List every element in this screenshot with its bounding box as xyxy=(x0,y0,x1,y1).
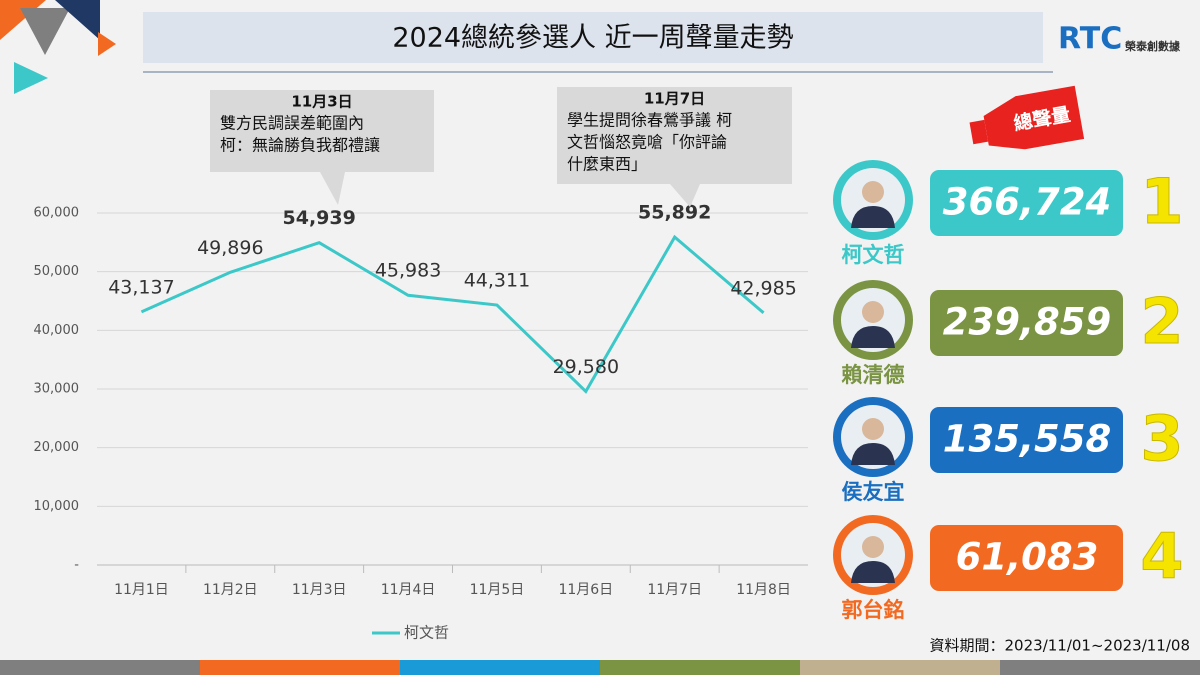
callout-text: 什麼東西」 xyxy=(567,155,647,174)
callout xyxy=(557,87,792,184)
data-label: 43,137 xyxy=(108,276,174,298)
stripe xyxy=(200,660,400,675)
x-tick-label: 11月2日 xyxy=(203,582,258,598)
y-tick-label: 10,000 xyxy=(34,499,80,514)
x-tick-label: 11月6日 xyxy=(558,582,613,598)
total: 135,558 xyxy=(943,418,1112,461)
title-box xyxy=(143,12,1043,63)
callout-text: 雙方民調誤差範圍內 xyxy=(220,114,364,133)
data-label: 49,896 xyxy=(197,237,263,259)
callout-pointer xyxy=(320,172,345,205)
avatar-head xyxy=(862,536,884,558)
x-tick-label: 11月8日 xyxy=(736,582,791,598)
avatar-body xyxy=(851,206,895,228)
y-tick-label: 40,000 xyxy=(34,323,80,338)
x-tick-label: 11月5日 xyxy=(470,582,525,598)
avatar-head xyxy=(862,301,884,323)
candidate-name: 柯文哲 xyxy=(842,243,905,267)
candidate-name: 賴清德 xyxy=(842,363,905,387)
rank: 1 xyxy=(1140,165,1183,238)
total: 366,724 xyxy=(943,181,1112,224)
logo-sub: 榮泰創數據 xyxy=(1125,39,1181,53)
total: 239,859 xyxy=(943,301,1112,344)
avatar-head xyxy=(862,181,884,203)
callout xyxy=(210,90,434,172)
avatar-body xyxy=(851,326,895,348)
y-tick-label: 50,000 xyxy=(34,264,80,279)
data-label: 44,311 xyxy=(464,270,530,292)
total-box xyxy=(930,170,1123,236)
y-tick-label: 60,000 xyxy=(34,206,80,221)
deco xyxy=(55,0,100,40)
y-tick-label: - xyxy=(74,558,79,573)
x-tick-label: 11月7日 xyxy=(647,582,702,598)
logo: RTC xyxy=(1058,22,1122,57)
rank: 2 xyxy=(1140,285,1183,358)
callout-text: 學生提問徐春鶯爭議 柯 xyxy=(567,111,732,130)
line xyxy=(140,234,765,394)
legend-label: 柯文哲 xyxy=(404,624,449,642)
total: 61,083 xyxy=(956,536,1099,579)
megaphone: 總聲量 xyxy=(969,85,1085,150)
callout-date: 11月3日 xyxy=(291,93,352,111)
avatar-body xyxy=(851,561,895,583)
stripe xyxy=(400,660,600,675)
total-box xyxy=(930,525,1123,591)
deco xyxy=(98,32,116,56)
data-label: 55,892 xyxy=(638,202,711,224)
data-label: 29,580 xyxy=(553,356,619,378)
total-box xyxy=(930,290,1123,356)
deco xyxy=(14,62,48,94)
x-tick-label: 11月1日 xyxy=(114,582,169,598)
stripe xyxy=(1000,660,1200,675)
stripe xyxy=(600,660,800,675)
callout-text: 文哲惱怒竟嗆「你評論 xyxy=(567,133,727,152)
data-label: 54,939 xyxy=(283,207,356,229)
stripe xyxy=(800,660,1000,675)
period: 資料期間：2023/11/01~2023/11/08 xyxy=(930,637,1190,655)
avatar-body xyxy=(851,443,895,465)
title: 2024總統參選人 近一周聲量走勢 xyxy=(392,23,793,54)
candidate-name: 郭台銘 xyxy=(842,598,905,622)
avatar-head xyxy=(862,418,884,440)
stripe xyxy=(0,660,200,675)
data-label: 45,983 xyxy=(375,260,441,282)
x-tick-label: 11月3日 xyxy=(292,582,347,598)
x-tick-label: 11月4日 xyxy=(381,582,436,598)
rank: 3 xyxy=(1140,402,1183,475)
candidate-name: 侯友宜 xyxy=(842,480,905,504)
y-tick-label: 20,000 xyxy=(34,440,80,455)
y-tick-label: 30,000 xyxy=(34,382,80,397)
deco xyxy=(20,8,70,55)
callout-pointer xyxy=(670,184,700,207)
callout-text: 柯：無論勝負我都禮讓 xyxy=(220,136,380,155)
total-box xyxy=(930,407,1123,473)
callout-date: 11月7日 xyxy=(644,90,705,108)
rank: 4 xyxy=(1140,520,1183,593)
data-label: 42,985 xyxy=(730,277,796,299)
